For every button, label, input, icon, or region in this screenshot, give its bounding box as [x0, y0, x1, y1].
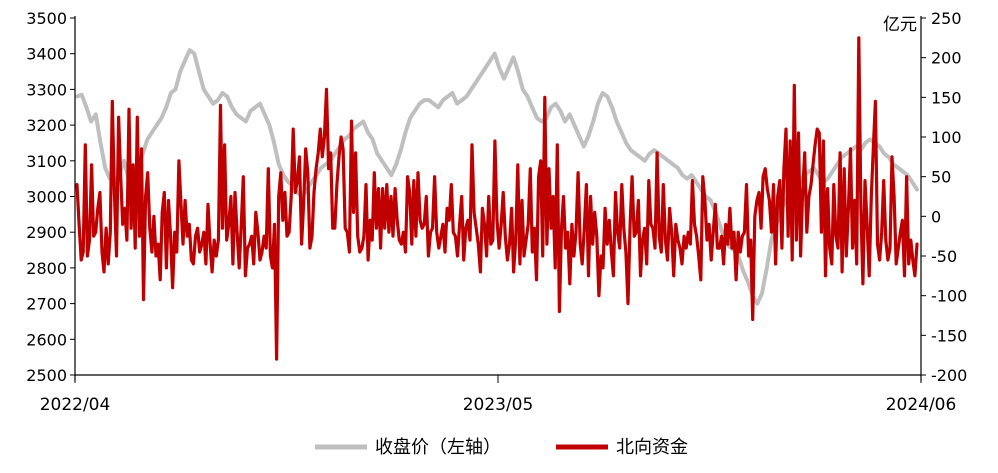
left-axis-tick-label: 2600 [26, 330, 67, 349]
right-axis-tick-label: 50 [931, 168, 951, 187]
labels-layer: 2500260027002800290030003100320033003400… [26, 9, 967, 415]
right-axis-tick-label: 150 [931, 88, 962, 107]
right-axis-tick-label: -100 [931, 287, 967, 306]
right-axis-tick-label: 0 [931, 207, 941, 226]
axes-layer [70, 16, 926, 383]
northbound-flow-line [75, 36, 919, 361]
x-axis-tick-label: 2023/05 [463, 395, 534, 415]
right-axis-tick-label: -150 [931, 326, 967, 345]
legend-close-price-label: 收盘价（左轴） [375, 437, 501, 458]
left-axis-tick-label: 3100 [26, 152, 67, 171]
right-axis-tick-label: -50 [931, 247, 957, 266]
right-axis-tick-label: 250 [931, 9, 962, 28]
left-axis-tick-label: 3200 [26, 116, 67, 135]
left-axis-tick-label: 2700 [26, 295, 67, 314]
legend-northbound-flow-label: 北向资金 [616, 437, 688, 458]
left-axis-tick-label: 2900 [26, 223, 67, 242]
right-axis-unit: 亿元 [883, 15, 917, 35]
left-axis-tick-label: 3000 [26, 188, 67, 207]
left-axis-tick-label: 2500 [26, 366, 67, 385]
right-axis-tick-label: 100 [931, 128, 962, 147]
left-axis-tick-label: 3300 [26, 80, 67, 99]
right-axis-tick-label: 200 [931, 49, 962, 68]
x-axis-tick-label: 2022/04 [40, 395, 111, 415]
series-layer [75, 36, 919, 361]
left-axis-tick-label: 2800 [26, 259, 67, 278]
x-axis-tick-label: 2024/06 [886, 395, 957, 415]
legend: 收盘价（左轴） 北向资金 [315, 437, 688, 458]
right-axis-tick-label: -200 [931, 366, 967, 385]
left-axis-tick-label: 3400 [26, 45, 67, 64]
left-axis-tick-label: 3500 [26, 9, 67, 28]
